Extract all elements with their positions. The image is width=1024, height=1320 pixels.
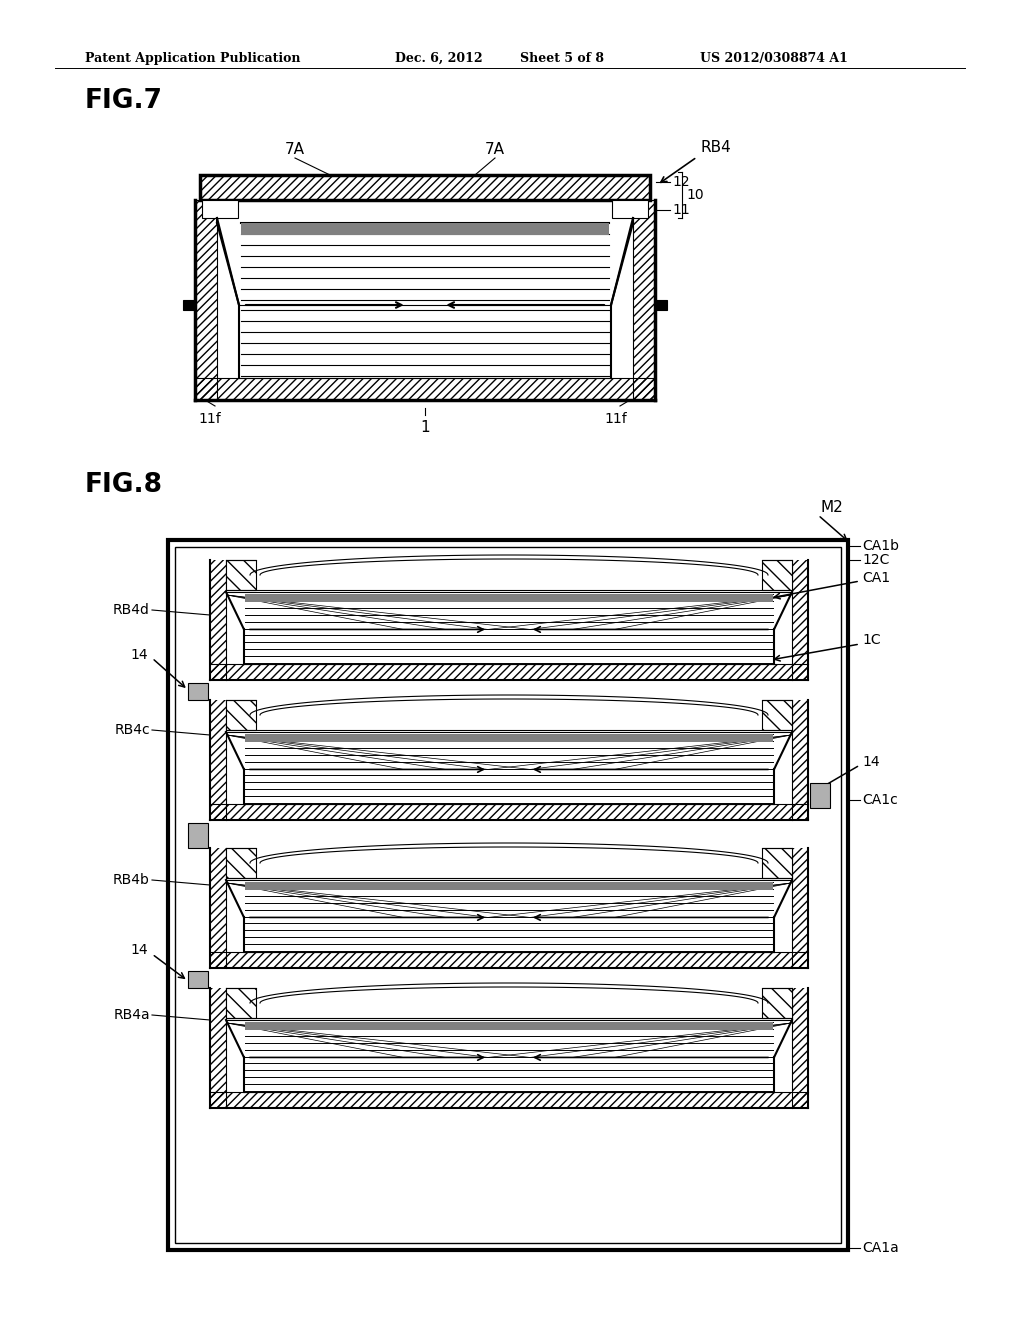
Bar [762, 847, 792, 878]
Text: 12C: 12C [862, 553, 890, 568]
Bar [762, 987, 792, 1018]
Bar [195, 378, 655, 400]
Bar [195, 201, 217, 400]
Bar [810, 783, 830, 808]
Bar [762, 847, 792, 878]
Bar [792, 987, 808, 1107]
Bar [210, 847, 226, 968]
Bar [245, 734, 773, 742]
Bar [762, 987, 792, 1018]
Text: 10: 10 [686, 187, 703, 202]
Bar [792, 847, 808, 968]
Bar [633, 201, 655, 400]
Bar [792, 560, 808, 680]
Bar [168, 540, 848, 1250]
Bar [633, 201, 655, 400]
Text: 1C: 1C [862, 634, 881, 647]
Bar [226, 847, 256, 878]
Bar [210, 952, 808, 968]
Text: RB4: RB4 [700, 140, 731, 156]
Bar [226, 700, 256, 730]
Bar [241, 223, 609, 235]
Bar [226, 987, 256, 1018]
Bar [226, 560, 256, 590]
Bar [188, 682, 208, 700]
Bar [210, 987, 226, 1107]
Text: 11f: 11f [604, 412, 628, 426]
Bar [792, 987, 808, 1107]
Bar [210, 1092, 808, 1107]
Bar [792, 847, 808, 968]
Bar [210, 847, 226, 968]
Text: CA1b: CA1b [862, 539, 899, 553]
Text: CA1c: CA1c [862, 793, 898, 807]
Bar [245, 594, 773, 663]
Bar [210, 664, 808, 680]
Bar [210, 700, 226, 820]
Bar [762, 700, 792, 730]
Text: RB4a: RB4a [114, 1008, 150, 1022]
Text: 1: 1 [420, 420, 430, 436]
Bar [175, 546, 841, 1243]
Text: Sheet 5 of 8: Sheet 5 of 8 [520, 51, 604, 65]
Bar [245, 882, 773, 950]
Text: RB4d: RB4d [113, 603, 150, 616]
Bar [188, 822, 208, 847]
Bar [210, 1092, 808, 1107]
Bar [226, 700, 256, 730]
Bar [210, 700, 226, 820]
Bar [245, 1022, 773, 1092]
Text: 11f: 11f [199, 412, 221, 426]
Bar [210, 804, 808, 820]
Bar [655, 300, 667, 310]
Bar [210, 952, 808, 968]
Bar [183, 300, 195, 310]
Bar [762, 700, 792, 730]
Text: FIG.7: FIG.7 [85, 88, 163, 114]
Bar [226, 847, 256, 878]
Bar [245, 594, 773, 602]
Bar [241, 223, 609, 376]
Text: Patent Application Publication: Patent Application Publication [85, 51, 300, 65]
Bar [245, 734, 773, 803]
Text: 14: 14 [130, 648, 148, 663]
Bar [210, 560, 226, 680]
Bar [762, 560, 792, 590]
Bar [245, 1022, 773, 1030]
Text: 7A: 7A [485, 143, 505, 157]
Bar [612, 201, 648, 218]
Bar [210, 987, 226, 1107]
Text: 12: 12 [672, 176, 689, 189]
Bar [226, 560, 256, 590]
Bar [210, 560, 226, 680]
Text: RB4c: RB4c [115, 723, 150, 737]
Text: RB4b: RB4b [113, 873, 150, 887]
Bar [210, 664, 808, 680]
Bar [210, 804, 808, 820]
Text: 11: 11 [672, 203, 690, 216]
Text: 14: 14 [130, 942, 148, 957]
Bar [200, 176, 650, 201]
Text: 14: 14 [862, 755, 880, 770]
Text: FIG.8: FIG.8 [85, 473, 163, 498]
Text: CA1: CA1 [862, 572, 890, 585]
Bar [188, 972, 208, 987]
Bar [792, 700, 808, 820]
Bar [792, 700, 808, 820]
Text: M2: M2 [820, 500, 843, 516]
Bar [245, 882, 773, 890]
Bar [200, 176, 650, 201]
Text: CA1a: CA1a [862, 1241, 899, 1255]
Text: Dec. 6, 2012: Dec. 6, 2012 [395, 51, 482, 65]
Bar [762, 560, 792, 590]
Bar [195, 201, 217, 400]
Bar [195, 378, 655, 400]
Bar [202, 201, 238, 218]
Bar [792, 560, 808, 680]
Text: 7A: 7A [285, 143, 305, 157]
Bar [226, 987, 256, 1018]
Text: US 2012/0308874 A1: US 2012/0308874 A1 [700, 51, 848, 65]
